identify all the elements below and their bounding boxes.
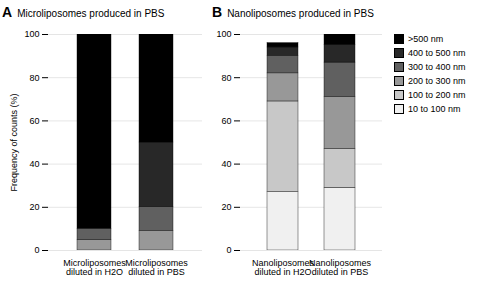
svg-text:Nanoliposomesdiluted in H2O: Nanoliposomesdiluted in H2O: [252, 258, 315, 277]
svg-text:40: 40: [221, 159, 231, 169]
svg-text:100: 100: [24, 29, 39, 39]
html-text:>500 nm: >500 nm: [408, 34, 444, 44]
svg-text:Microliposomesdiluted in H2O: Microliposomesdiluted in H2O: [63, 258, 126, 277]
html-text:400 to 500 nm: 400 to 500 nm: [408, 48, 466, 58]
svg-text:Nanoliposomesdiluted in PBS: Nanoliposomesdiluted in PBS: [309, 258, 372, 277]
svg-text:20: 20: [29, 202, 39, 212]
svg-text:60: 60: [221, 116, 231, 126]
html-text:B Nanoliposomes produced in PB: B Nanoliposomes produced in PBS: [212, 4, 374, 20]
svg-text:0: 0: [226, 245, 231, 255]
svg-text:80: 80: [221, 73, 231, 83]
html-text:300 to 400 nm: 300 to 400 nm: [408, 62, 466, 72]
svg-text:20: 20: [221, 202, 231, 212]
svg-text:100: 100: [216, 29, 231, 39]
svg-text:80: 80: [29, 73, 39, 83]
svg-text:Frequency of counts (%): Frequency of counts (%): [9, 93, 19, 191]
svg-text:40: 40: [29, 159, 39, 169]
svg-text:Microliposomesdiluted in PBS: Microliposomesdiluted in PBS: [125, 258, 188, 277]
svg-text:60: 60: [29, 116, 39, 126]
html-text:10 to 100 nm: 10 to 100 nm: [408, 104, 461, 114]
svg-text:0: 0: [34, 245, 39, 255]
html-text:200 to 300 nm: 200 to 300 nm: [408, 76, 466, 86]
html-text:A Microliposomes produced in P: A Microliposomes produced in PBS: [2, 4, 165, 20]
html-text:100 to 200 nm: 100 to 200 nm: [408, 90, 466, 100]
